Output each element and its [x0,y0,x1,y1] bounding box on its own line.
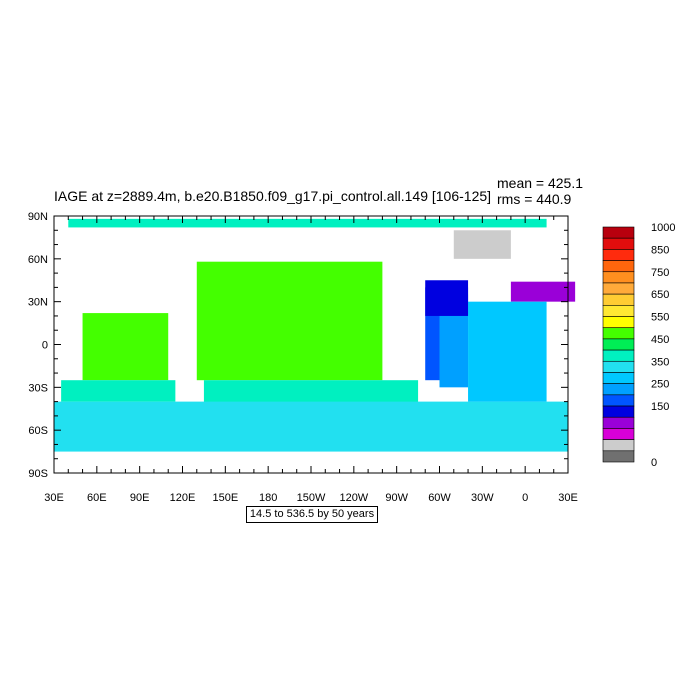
colorbar-box [602,383,635,396]
region-nordic-seas [453,230,511,259]
y-tick-label: 60N [28,254,48,266]
colorbar-box [602,372,635,384]
x-tick-label: 180 [259,492,277,504]
y-tick-label: 0 [42,340,48,352]
colorbar-label: 450 [651,334,669,346]
x-tick-label: 120E [170,492,196,504]
colorbar-box [602,405,635,418]
colorbar-box [602,439,635,452]
y-tick-label: 60S [28,425,48,437]
colorbar-box [602,450,635,463]
colorbar-label: 0 [651,457,657,469]
region-indian-ocean-south [61,380,176,402]
chart-title: IAGE at z=2889.4m, b.e20.B1850.f09_g17.p… [54,188,492,204]
region-mediterranean [510,281,576,302]
colorbar-box [602,416,635,429]
colorbar-label: 650 [651,289,669,301]
region-north-pacific [196,261,383,381]
colorbar-box [602,428,635,440]
colorbar-label: 350 [651,356,669,368]
colorbar-box [602,349,635,362]
contour-info-box: 14.5 to 536.5 by 50 years [246,506,378,523]
y-tick-label: 30S [28,382,48,394]
x-tick-label: 30W [471,492,494,504]
x-tick-label: 30E [558,492,578,504]
rms-value: rms = 440.9 [497,191,572,207]
x-tick-label: 0 [522,492,528,504]
y-tick-label: 30N [28,297,48,309]
colorbar-box [602,316,635,329]
y-tick-label: 90N [28,211,48,223]
colorbar-box [602,293,635,306]
axis-layer: 30E 60E 90E 120E 150E 180 150W 120W 90W 60W 30W 0 30… [28,211,578,504]
x-tick-label: 120W [339,492,368,504]
y-tick-label: 90S [28,468,48,480]
colorbar-label: 750 [651,267,669,279]
x-tick-label: 60W [428,492,451,504]
colorbar-box [602,394,635,407]
x-tick-label: 150W [297,492,326,504]
x-tick-label: 30E [44,492,64,504]
colorbar-box [602,249,635,261]
region-southern-ocean [54,401,568,452]
colorbar-label: 1000 [651,222,675,234]
colorbar-box [602,260,635,273]
colorbar-box [602,226,635,239]
colorbar-label: 250 [651,379,669,391]
mean-value: mean = 425.1 [497,175,584,191]
colorbar-box [602,338,635,351]
colorbar-box [602,282,635,295]
x-tick-label: 60E [87,492,107,504]
colorbar-box [602,327,635,340]
colorbar-box [602,237,635,250]
colorbar-label: 150 [651,401,669,413]
colorbar-box [602,360,635,373]
x-tick-label: 90E [130,492,150,504]
region-indian-ocean-north [82,313,169,381]
region-atlantic-east [468,301,547,402]
region-labrador-sea [425,280,469,316]
colorbar-label: 550 [651,312,669,324]
colorbar: 1000 850 750 650 550 450 350 250 150 0 [602,222,675,469]
colorbar-label: 850 [651,244,669,256]
colorbar-box [602,271,635,284]
region-arctic [68,218,547,228]
x-tick-label: 150E [212,492,238,504]
map-layer [54,218,576,452]
colorbar-box [602,305,635,317]
x-tick-label: 90W [385,492,408,504]
